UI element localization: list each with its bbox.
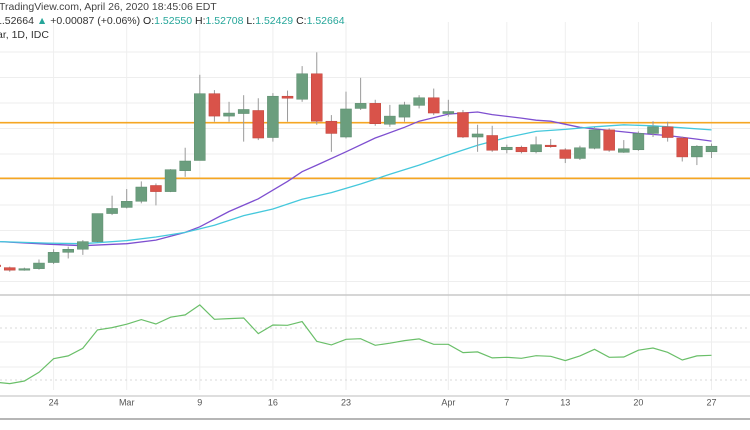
candle-down[interactable] <box>208 93 221 117</box>
candle-up[interactable] <box>413 97 425 106</box>
candle-up[interactable] <box>33 262 45 269</box>
x-axis-tick-label: 23 <box>341 397 351 407</box>
x-axis-tick-label: Mar <box>119 397 135 407</box>
x-axis-tick-label: 13 <box>560 397 570 407</box>
change-up-icon: ▲ <box>36 15 48 27</box>
oscillator-line <box>0 304 712 385</box>
source-line: TradingView.com, April 26, 2020 18:45:06… <box>0 1 217 13</box>
candle-up[interactable] <box>296 73 308 100</box>
candle-up[interactable] <box>588 129 601 149</box>
candle-up[interactable] <box>135 186 148 202</box>
candle-down[interactable] <box>559 149 572 159</box>
candle-up[interactable] <box>47 252 60 263</box>
candle-up[interactable] <box>62 249 74 253</box>
candle-down[interactable] <box>427 97 440 114</box>
candle-up[interactable] <box>574 147 586 159</box>
candle-down[interactable] <box>369 103 381 125</box>
x-axis-tick-label: Apr <box>441 397 455 407</box>
candle-up[interactable] <box>354 103 367 109</box>
candle-up[interactable] <box>237 109 250 114</box>
x-axis-tick-label: 7 <box>504 397 509 407</box>
high-value: 1.52708 <box>205 15 244 27</box>
candle-up[interactable] <box>91 213 104 242</box>
candle-down[interactable] <box>325 120 338 134</box>
close-value: 1.52664 <box>306 15 345 27</box>
candle-down[interactable] <box>0 264 1 267</box>
candle-up[interactable] <box>618 148 630 153</box>
symbol-label: ar, 1D, IDC <box>0 29 49 41</box>
candle-up[interactable] <box>691 145 703 158</box>
candle-down[interactable] <box>252 110 265 139</box>
high-label: H: <box>195 15 206 27</box>
candle-down[interactable] <box>515 146 528 153</box>
candle-up[interactable] <box>267 95 279 138</box>
close-label: C: <box>296 15 307 27</box>
candle-down[interactable] <box>3 267 16 271</box>
candle-down[interactable] <box>661 126 674 138</box>
candle-up[interactable] <box>120 201 133 208</box>
candle-down[interactable] <box>544 144 557 147</box>
candle-up[interactable] <box>77 241 89 250</box>
ohlc-line: 1.52664 ▲ +0.00087 (+0.06%) O:1.52550 H:… <box>0 14 345 28</box>
candle-up[interactable] <box>647 126 659 134</box>
candle-up[interactable] <box>194 93 206 161</box>
x-axis-tick-label: 27 <box>706 397 716 407</box>
moving-average-slow-line <box>0 124 712 245</box>
candle-down[interactable] <box>457 112 469 138</box>
candle-up[interactable] <box>530 144 542 153</box>
candle-down[interactable] <box>603 129 615 151</box>
candle-up[interactable] <box>18 268 31 271</box>
open-value: 1.52550 <box>154 15 193 27</box>
candle-up[interactable] <box>471 133 484 138</box>
x-axis-tick-label: 24 <box>49 397 59 407</box>
chart-header: TradingView.com, April 26, 2020 18:45:06… <box>0 0 345 28</box>
candle-up[interactable] <box>164 169 177 192</box>
candle-down[interactable] <box>281 95 294 99</box>
candle-down[interactable] <box>150 185 162 192</box>
candle-up[interactable] <box>705 145 718 153</box>
x-axis-tick-label: 20 <box>633 397 643 407</box>
candle-down[interactable] <box>311 73 323 122</box>
low-value: 1.52429 <box>255 15 294 27</box>
open-label: O: <box>143 15 155 27</box>
x-axis-tick-label: 16 <box>268 397 278 407</box>
candle-down[interactable] <box>486 135 498 151</box>
candle-up[interactable] <box>398 104 411 118</box>
candle-up[interactable] <box>223 112 235 117</box>
candle-up[interactable] <box>106 208 118 214</box>
candle-down[interactable] <box>676 137 689 158</box>
x-axis-tick-label: 9 <box>197 397 202 407</box>
last-price: 1.52664 <box>0 15 34 27</box>
candle-up[interactable] <box>501 146 513 151</box>
candle-up[interactable] <box>340 108 352 138</box>
price-change: +0.00087 (+0.06%) <box>50 15 141 27</box>
candle-up[interactable] <box>384 115 396 125</box>
candle-up[interactable] <box>179 160 191 171</box>
candle-up[interactable] <box>442 111 455 114</box>
candle-up[interactable] <box>632 133 645 151</box>
low-label: L: <box>246 15 256 27</box>
